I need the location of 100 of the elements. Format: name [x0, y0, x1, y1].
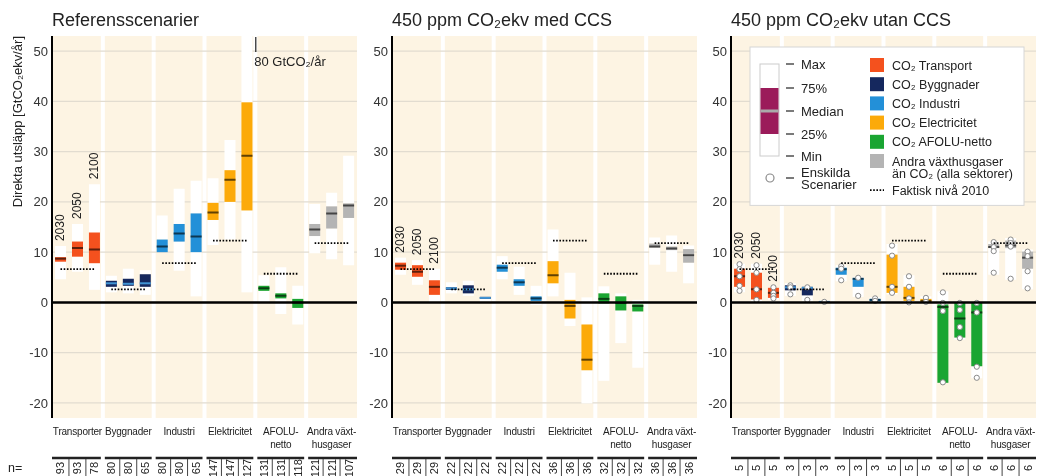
- annotation: 2050: [749, 231, 764, 259]
- text: 36: [546, 461, 559, 475]
- y-tick-label: 30: [373, 144, 388, 160]
- x-tick-label: Andra växt-husgaser: [647, 426, 697, 450]
- annotation: 2050: [70, 191, 85, 219]
- y-tick-label: 40: [33, 93, 48, 109]
- y-tick-label: 10: [712, 244, 727, 260]
- y-axis-title: Direkta utsläpp [GtCO₂ekv/år]: [10, 36, 25, 208]
- y-tick-label: 50: [712, 43, 727, 59]
- text: 32: [614, 461, 627, 475]
- text: 36: [580, 461, 593, 475]
- text: 36: [682, 461, 695, 475]
- text: 3: [852, 464, 865, 472]
- text: 93: [54, 461, 67, 475]
- y-tick-label: 30: [712, 144, 727, 160]
- annotation: 2030: [393, 225, 408, 253]
- text: 3: [835, 464, 848, 472]
- text: 32: [631, 461, 644, 475]
- y-tick-label: 40: [712, 93, 727, 109]
- text: 131: [257, 458, 270, 476]
- text: 29: [394, 461, 407, 475]
- text: 3: [818, 464, 831, 472]
- y-tick-label: -20: [708, 395, 727, 411]
- annotation: Max: [801, 56, 827, 72]
- y-tick-label: -20: [369, 395, 388, 411]
- annotation: Median: [801, 103, 844, 119]
- text: 6: [970, 464, 983, 472]
- y-tick-label: 50: [373, 43, 388, 59]
- annotation: 2100: [766, 254, 781, 282]
- text: 36: [665, 461, 678, 475]
- x-tick-label: Byggnader: [444, 426, 493, 437]
- text: 78: [88, 461, 101, 475]
- annotation: 2100: [87, 152, 102, 180]
- y-tick-label: 30: [33, 144, 48, 160]
- legend-label: Faktisk nivå 2010: [892, 183, 990, 198]
- text: 127: [240, 458, 253, 476]
- text: 36: [648, 461, 661, 475]
- x-tick-label: Transporter: [52, 426, 103, 437]
- text: 147: [223, 458, 236, 476]
- text: 147: [206, 458, 219, 476]
- text: 22: [513, 461, 526, 475]
- text: 6: [953, 464, 966, 472]
- x-tick-label: Industri: [503, 426, 535, 437]
- annotation: 2050: [410, 228, 425, 256]
- x-tick-label: Byggnader: [783, 426, 832, 437]
- text: 29: [411, 461, 424, 475]
- text: 22: [462, 461, 475, 475]
- text: 80: [105, 461, 118, 475]
- y-tick-label: -20: [29, 395, 48, 411]
- text: 118: [291, 459, 304, 476]
- x-tick-label: AFOLU-netto: [603, 426, 639, 450]
- text: 5: [919, 464, 932, 472]
- text: 121: [325, 458, 338, 476]
- legend-label: CO₂ Transport: [892, 58, 973, 73]
- text: 36: [563, 461, 576, 475]
- text: 5: [750, 464, 763, 472]
- chart-title: 450 ppm CO₂ekv med CCS: [392, 10, 613, 30]
- text: 6: [987, 464, 1000, 472]
- annotation: Enskilda Scenarier: [801, 164, 858, 192]
- legend-label: CO₂ Byggnader: [892, 77, 980, 92]
- chart-title: Referensscenarier: [52, 10, 200, 30]
- text: 131: [274, 458, 287, 476]
- text: 32: [597, 461, 610, 475]
- y-tick-label: 20: [712, 194, 727, 210]
- text: n=: [8, 461, 23, 475]
- legend-label: Andra växthusgaser än CO₂ (alla sektorer): [892, 154, 1013, 181]
- x-tick-label: Transporter: [731, 426, 782, 437]
- y-tick-label: -10: [369, 345, 388, 361]
- text: 5: [885, 464, 898, 472]
- y-tick-label: 10: [373, 244, 388, 260]
- x-tick-label: Byggnader: [104, 426, 153, 437]
- x-tick-label: Andra växt-husgaser: [307, 426, 357, 450]
- x-tick-label: AFOLU-netto: [942, 426, 978, 450]
- legend-label: CO₂ AFOLU-netto: [892, 135, 993, 150]
- text: 93: [71, 461, 84, 475]
- text: 29: [428, 461, 441, 475]
- y-tick-label: 0: [719, 295, 727, 311]
- x-tick-label: Elektricitet: [887, 426, 932, 437]
- annotation: 2030: [53, 214, 68, 242]
- x-tick-label: Elektricitet: [208, 426, 253, 437]
- annotation: 80 GtCO₂/år: [254, 54, 327, 69]
- x-tick-label: AFOLU-netto: [263, 426, 299, 450]
- text: 65: [190, 461, 203, 475]
- text: 121: [308, 458, 321, 476]
- x-tick-label: Industri: [163, 426, 195, 437]
- y-tick-label: 10: [33, 244, 48, 260]
- text: 80: [122, 461, 135, 475]
- text: 5: [733, 464, 746, 472]
- text: 6: [1004, 464, 1017, 472]
- annotation: 2030: [732, 231, 747, 259]
- y-tick-label: 20: [373, 194, 388, 210]
- text: 5: [767, 464, 780, 472]
- text: 22: [496, 461, 509, 475]
- text: 6: [1021, 464, 1034, 472]
- text: 107: [342, 458, 355, 476]
- x-tick-label: Elektricitet: [548, 426, 593, 437]
- text: 65: [139, 461, 152, 475]
- annotation: 2100: [427, 236, 442, 264]
- annotation: 25%: [801, 126, 828, 142]
- text: 22: [530, 461, 543, 475]
